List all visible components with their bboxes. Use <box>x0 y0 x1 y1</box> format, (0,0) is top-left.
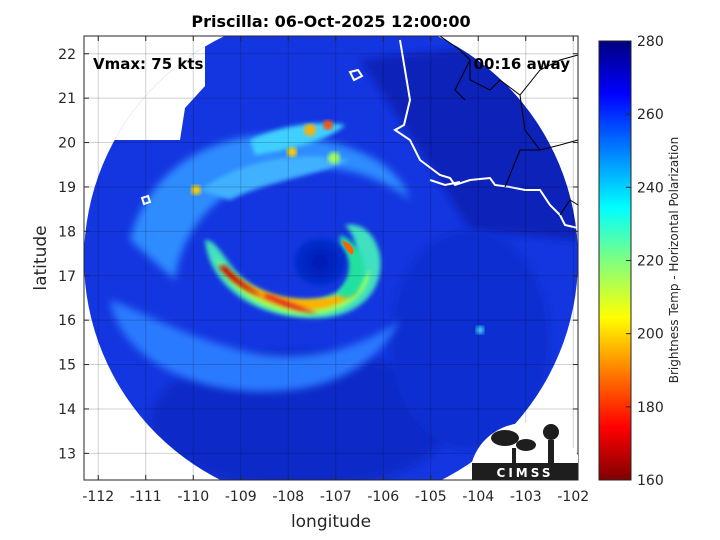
y-axis: 13 14 15 16 17 18 19 20 21 22 <box>58 47 578 462</box>
colorbar <box>598 40 632 481</box>
colorbar-ticks: 160 180 200 220 240 260 280 <box>626 34 664 489</box>
colorbar-tick-label: 240 <box>637 180 664 196</box>
x-tick-label: -108 <box>272 489 304 505</box>
cimss-logo-text: CIMSS <box>497 466 554 480</box>
x-tick-label: -109 <box>225 489 257 505</box>
colorbar-tick-label: 180 <box>637 400 664 416</box>
time-away-annotation: 00:16 away <box>474 55 571 73</box>
colorbar-tick-label: 200 <box>637 327 664 343</box>
y-tick-label: 14 <box>58 402 76 418</box>
y-tick-label: 19 <box>58 180 76 196</box>
x-axis: -112 -111 -110 -109 -108 -107 -106 -105 -104 -103… <box>82 36 589 505</box>
x-tick-label: -102 <box>557 489 589 505</box>
x-tick-label: -107 <box>320 489 352 505</box>
x-tick-label: -111 <box>130 489 162 505</box>
x-tick-label: -103 <box>510 489 542 505</box>
x-tick-label: -106 <box>367 489 399 505</box>
y-tick-label: 21 <box>58 91 76 107</box>
x-tick-label: -112 <box>82 489 114 505</box>
axes-box <box>83 35 579 481</box>
y-tick-label: 16 <box>58 313 76 329</box>
chart-title: Priscilla: 06-Oct-2025 12:00:00 <box>191 12 471 31</box>
colorbar-tick-label: 220 <box>637 254 664 270</box>
colorbar-tick-label: 280 <box>637 34 664 50</box>
y-axis-label: latitude <box>31 225 51 290</box>
x-tick-label: -110 <box>177 489 209 505</box>
colorbar-tick-label: 160 <box>637 473 664 489</box>
vmax-annotation: Vmax: 75 kts <box>93 55 203 73</box>
cimss-logo: CIMSS <box>472 422 578 480</box>
y-tick-label: 18 <box>58 224 76 240</box>
y-tick-label: 17 <box>58 269 76 285</box>
x-axis-label: longitude <box>291 512 371 532</box>
microwave-imagery <box>84 36 578 480</box>
coastline <box>140 39 578 229</box>
x-tick-label: -104 <box>462 489 494 505</box>
y-tick-label: 15 <box>58 358 76 374</box>
x-tick-label: -105 <box>415 489 447 505</box>
land-borders <box>439 36 578 216</box>
y-tick-label: 13 <box>58 446 76 462</box>
colorbar-label: Brightness Temp - Horizontal Polarizatio… <box>667 137 681 384</box>
y-tick-label: 20 <box>58 136 76 152</box>
colorbar-tick-label: 260 <box>637 107 664 123</box>
y-tick-label: 22 <box>58 47 76 63</box>
